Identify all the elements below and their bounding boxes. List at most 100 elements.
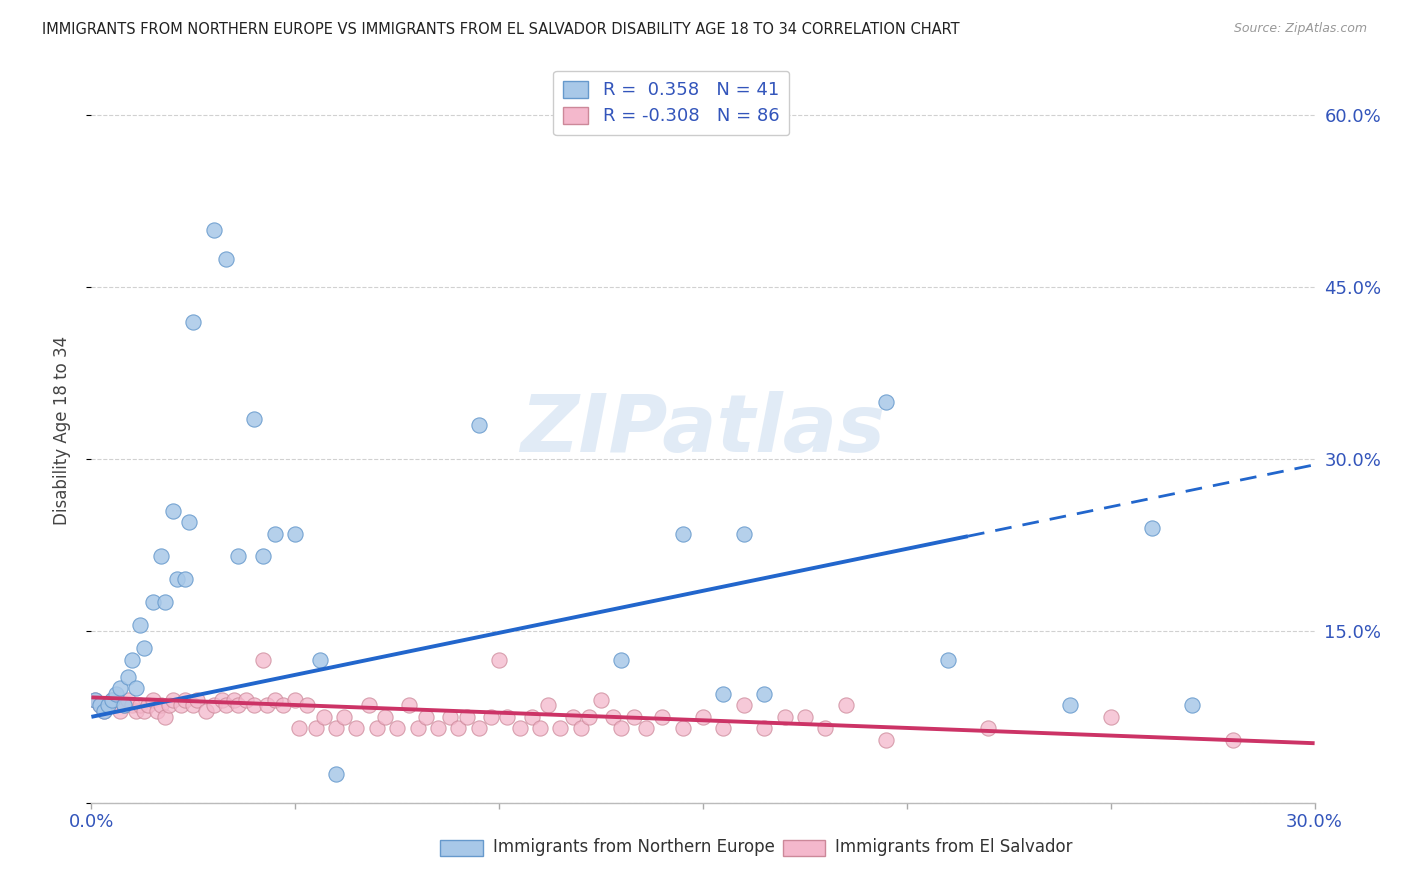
Point [977,721,1000,735]
Point [101,692,124,706]
Point [141,692,163,706]
Point [215,252,238,266]
Point [284,692,307,706]
Point [875,732,898,747]
Point [1140,521,1163,535]
Point [308,652,330,666]
Point [89,698,111,713]
Point [183,698,205,713]
Point [138,698,160,713]
Text: IMMIGRANTS FROM NORTHERN EUROPE VS IMMIGRANTS FROM EL SALVADOR DISABILITY AGE 18: IMMIGRANTS FROM NORTHERN EUROPE VS IMMIG… [42,22,960,37]
Point [550,721,572,735]
Point [117,670,139,684]
Point [145,704,167,718]
Point [112,698,135,713]
Point [174,692,197,706]
Point [264,526,287,541]
Point [108,681,131,696]
Point [1059,698,1081,713]
Point [108,704,131,718]
Point [121,698,143,713]
Point [149,698,172,713]
Point [271,698,294,713]
Point [415,710,437,724]
Point [89,698,111,713]
FancyBboxPatch shape [783,840,825,856]
Point [179,515,201,529]
Point [162,692,184,706]
Point [141,595,163,609]
Point [467,417,491,432]
Point [134,641,156,656]
Point [634,721,657,735]
Point [186,692,208,706]
Point [346,721,368,735]
Point [129,618,152,632]
Point [202,698,225,713]
Point [235,692,257,706]
Point [129,698,152,713]
Point [398,698,420,713]
Point [101,692,124,706]
Point [226,698,249,713]
Point [773,710,796,724]
Point [467,721,491,735]
Point [194,704,217,718]
Point [529,721,551,735]
Point [97,698,120,713]
Point [456,710,478,724]
Point [312,710,335,724]
Point [153,710,176,724]
Point [84,692,107,706]
Point [104,687,127,701]
Point [561,710,583,724]
Text: Immigrants from Northern Europe: Immigrants from Northern Europe [492,838,775,856]
Point [112,698,135,713]
Point [793,710,815,724]
Point [162,503,184,517]
Point [125,704,148,718]
Text: Source: ZipAtlas.com: Source: ZipAtlas.com [1233,22,1367,36]
Point [252,549,274,564]
Point [602,710,624,724]
Point [134,704,156,718]
Point [243,412,266,426]
Point [93,704,115,718]
Point [509,721,531,735]
Point [226,549,249,564]
Point [406,721,429,735]
Point [243,698,266,713]
Point [325,767,347,781]
Text: ZIPatlas: ZIPatlas [520,392,886,469]
Point [754,687,776,701]
Point [733,698,755,713]
FancyBboxPatch shape [440,840,482,856]
Point [1099,710,1122,724]
Point [97,698,120,713]
Point [170,698,193,713]
Point [166,573,188,587]
Text: Immigrants from El Salvador: Immigrants from El Salvador [835,838,1073,856]
Point [537,698,560,713]
Point [496,710,519,724]
Point [325,721,347,735]
Point [733,526,755,541]
Point [374,710,396,724]
Point [754,721,776,735]
Y-axis label: Disability Age 18 to 34: Disability Age 18 to 34 [52,335,70,525]
Point [610,721,633,735]
Point [84,692,107,706]
Point [385,721,409,735]
Point [357,698,380,713]
Point [222,692,246,706]
Point [288,721,311,735]
Point [183,314,205,328]
Point [252,652,274,666]
Point [711,721,734,735]
Point [366,721,388,735]
Point [835,698,858,713]
Point [284,526,307,541]
Point [692,710,714,724]
Point [488,652,510,666]
Point [256,698,278,713]
